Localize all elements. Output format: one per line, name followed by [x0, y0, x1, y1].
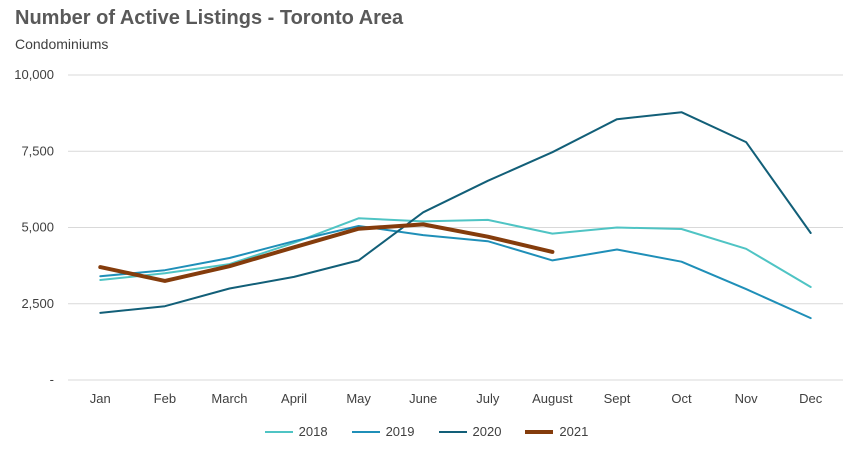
x-tick-label: Sept [604, 391, 631, 406]
x-tick-label: Oct [671, 391, 692, 406]
x-tick-label: Feb [154, 391, 176, 406]
legend-item-2018: 2018 [264, 424, 328, 439]
legend-label: 2020 [472, 424, 502, 439]
series-line-2021 [98, 222, 555, 283]
x-tick-label: Jan [90, 391, 111, 406]
y-tick-label: - [50, 372, 54, 387]
series-line-2020 [99, 111, 812, 314]
y-tick-label: 7,500 [21, 143, 54, 158]
grid-lines [68, 74, 843, 381]
y-axis-tick-labels: - 2,500 5,000 7,500 10,000 [14, 67, 54, 387]
x-tick-label: July [476, 391, 500, 406]
legend-swatch [264, 430, 293, 433]
x-tick-label: April [281, 391, 307, 406]
legend-swatch [525, 429, 554, 434]
legend-item-2020: 2020 [438, 424, 502, 439]
legend-swatch [351, 430, 380, 433]
series-line-2019 [99, 225, 812, 320]
y-tick-label: 2,500 [21, 296, 54, 311]
x-tick-label: Nov [735, 391, 759, 406]
legend-label: 2018 [298, 424, 328, 439]
legend-item-2019: 2019 [351, 424, 415, 439]
x-axis-tick-labels: Jan Feb March April May June July August Sept Oct… [90, 391, 823, 406]
legend: 2018 2019 2020 2021 [0, 424, 853, 439]
legend-label: 2021 [559, 424, 589, 439]
legend-item-2021: 2021 [525, 424, 588, 439]
x-tick-label: June [409, 391, 437, 406]
line-chart: - 2,500 5,000 7,500 10,000 Jan Feb March April M… [14, 67, 843, 406]
series-line-2018 [99, 217, 812, 288]
x-tick-label: Dec [799, 391, 823, 406]
series-lines [98, 111, 812, 320]
x-tick-label: August [532, 391, 573, 406]
legend-label: 2019 [385, 424, 415, 439]
chart-subtitle: Condominiums [15, 36, 109, 52]
y-tick-label: 10,000 [14, 67, 54, 82]
x-tick-label: May [346, 391, 371, 406]
legend-swatch [438, 430, 467, 433]
y-tick-label: 5,000 [21, 220, 54, 235]
x-tick-label: March [211, 391, 247, 406]
chart-title: Number of Active Listings - Toronto Area [15, 7, 404, 29]
